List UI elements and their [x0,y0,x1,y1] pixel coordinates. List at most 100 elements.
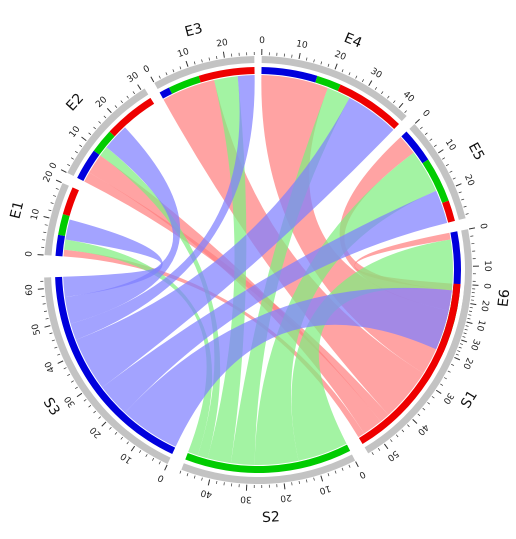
major-tick [320,475,324,482]
segment-bar-s3-0 [55,276,176,454]
minor-tick [424,132,428,135]
segment-label-s1: S1 [458,388,481,412]
tick-label: 40 [401,90,416,105]
tick-label: 20 [88,424,103,439]
minor-tick [70,380,74,383]
major-tick [283,483,286,490]
minor-tick [463,205,467,208]
minor-tick [132,91,135,95]
minor-tick [361,79,364,83]
major-tick [207,479,211,486]
minor-tick [449,170,453,173]
chord-s3-e5-1 [102,190,448,413]
minor-tick [201,477,203,481]
minor-tick [120,100,123,104]
segment-track-e6 [447,229,473,358]
tick-label: 60 [24,284,35,297]
segment-track-s2 [181,454,356,485]
major-tick [455,183,462,187]
tick-label: 0 [477,223,488,231]
major-tick [466,321,473,324]
minor-tick [70,157,74,160]
segment-label-s2: S2 [262,509,281,526]
tick-label: 30 [63,394,78,409]
chord-s1-e5-1 [339,137,452,311]
minor-tick [355,75,358,79]
tick-label: 40 [200,487,214,499]
minor-tick [458,191,462,194]
major-tick [185,60,189,67]
minor-tick [452,177,456,180]
segment-bar-e3-1 [169,75,201,94]
major-tick [414,118,420,124]
tick-label: 10 [295,39,308,51]
tick-label: 10 [443,138,458,153]
segment-bar-e5-1 [422,159,449,203]
segment-label-e6: E6 [495,288,513,308]
chord-s3-e4-2 [75,97,394,388]
segment-bar-e5-2 [442,200,455,223]
minor-tick [193,475,196,479]
minor-tick [45,318,49,320]
segment-bar-e2-1 [93,131,115,155]
minor-tick [67,373,71,376]
minor-tick [451,363,455,366]
minor-tick [390,439,393,443]
minor-tick [371,452,374,456]
chord-group-s3 [63,75,452,447]
segment-label-e5: E5 [465,140,488,163]
minor-tick [93,126,96,130]
minor-tick [114,432,118,435]
major-tick [130,445,136,452]
tick-label: 10 [482,260,492,272]
minor-tick [465,213,469,215]
minor-tick [114,105,118,108]
minor-tick [422,407,426,411]
minor-tick [457,350,461,352]
minor-tick [381,91,384,95]
minor-tick [55,188,59,190]
segment-track-s3 [44,277,171,464]
tick-label: 0 [420,108,431,119]
minor-tick [51,339,55,342]
segment-label-e4: E4 [342,30,365,52]
minor-tick [429,138,433,141]
minor-tick [216,480,218,485]
major-tick [137,84,142,90]
segment-bar-e2-2 [109,97,155,137]
tick-label: 20 [216,38,229,50]
tick-label: 10 [68,124,83,139]
tick-label: 50 [385,448,400,463]
minor-tick [43,231,47,234]
segment-label-e3: E3 [183,20,204,40]
minor-tick [313,477,315,481]
minor-tick [407,424,410,428]
minor-tick [440,383,444,386]
segment-label-e1: E1 [7,199,27,220]
major-tick [470,303,477,306]
minor-tick [393,100,396,104]
chord-s1-e3-3 [163,80,424,415]
tick-label: 10 [474,319,487,333]
major-tick [101,421,107,427]
tick-label: 10 [30,208,43,222]
minor-tick [455,353,459,356]
minor-tick [74,150,78,154]
tick-label: 0 [481,283,491,290]
segment-bar-e2-0 [77,150,100,182]
major-tick [438,149,444,154]
minor-tick [152,457,155,461]
tick-label: 0 [259,36,265,46]
major-tick [461,339,468,343]
minor-tick [83,399,87,402]
minor-tick [320,61,323,65]
minor-tick [63,367,67,370]
minor-tick [467,318,471,320]
minor-tick [401,429,405,433]
minor-tick [327,473,330,477]
tick-label: 20 [279,492,292,503]
minor-tick [461,198,465,201]
major-tick [298,52,301,60]
minor-tick [417,413,421,417]
